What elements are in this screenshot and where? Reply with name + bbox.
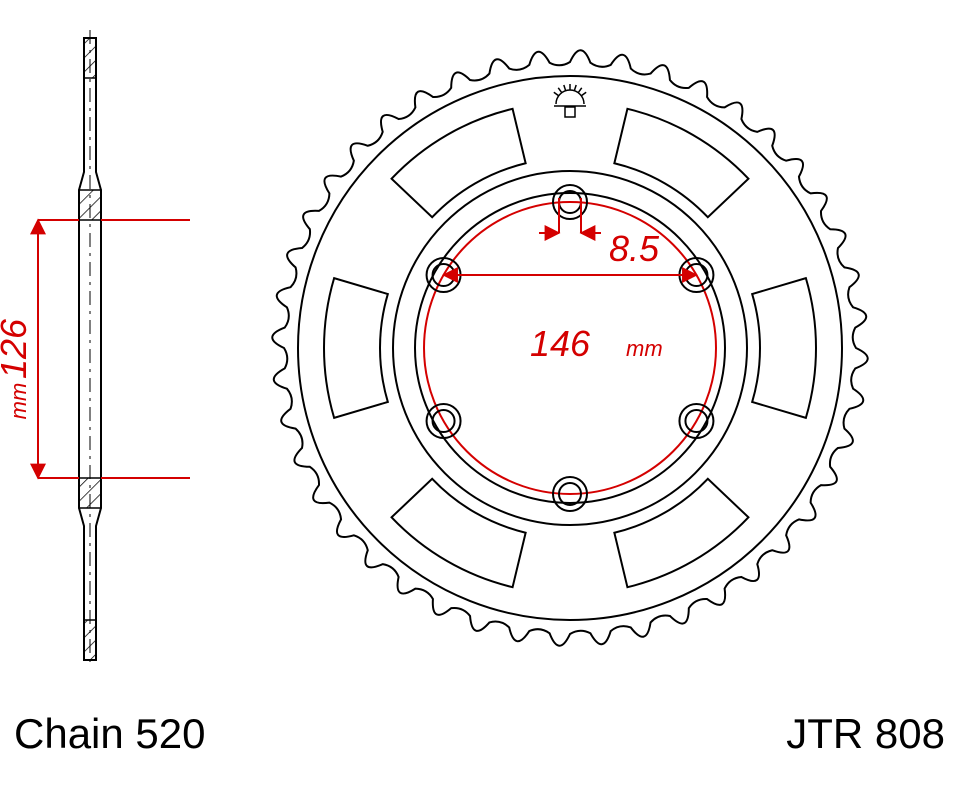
web-slot	[752, 278, 816, 418]
dim-bcd: 146	[530, 323, 591, 364]
chain-label-text: Chain 520	[14, 710, 205, 757]
side-view	[79, 30, 101, 668]
technical-drawing-svg: 126 mm 146 mm 8.5 Chain 520 JTR 808	[0, 0, 961, 800]
part-label-text: JTR 808	[786, 710, 945, 757]
dim-hole: 8.5	[609, 228, 660, 269]
web-slot	[324, 278, 388, 418]
dim-bcd-unit: mm	[626, 336, 663, 361]
dim-bore: 126	[0, 318, 34, 379]
labels: Chain 520 JTR 808	[14, 710, 945, 757]
web-slot	[614, 479, 748, 587]
dimensions: 126 mm 146 mm 8.5	[0, 198, 696, 478]
logo-mark	[554, 84, 586, 117]
web-slot	[614, 109, 748, 217]
drawing-container: 126 mm 146 mm 8.5 Chain 520 JTR 808	[0, 0, 961, 800]
web-slot	[392, 479, 526, 587]
web-slot	[392, 109, 526, 217]
dim-bore-unit: mm	[6, 383, 31, 420]
